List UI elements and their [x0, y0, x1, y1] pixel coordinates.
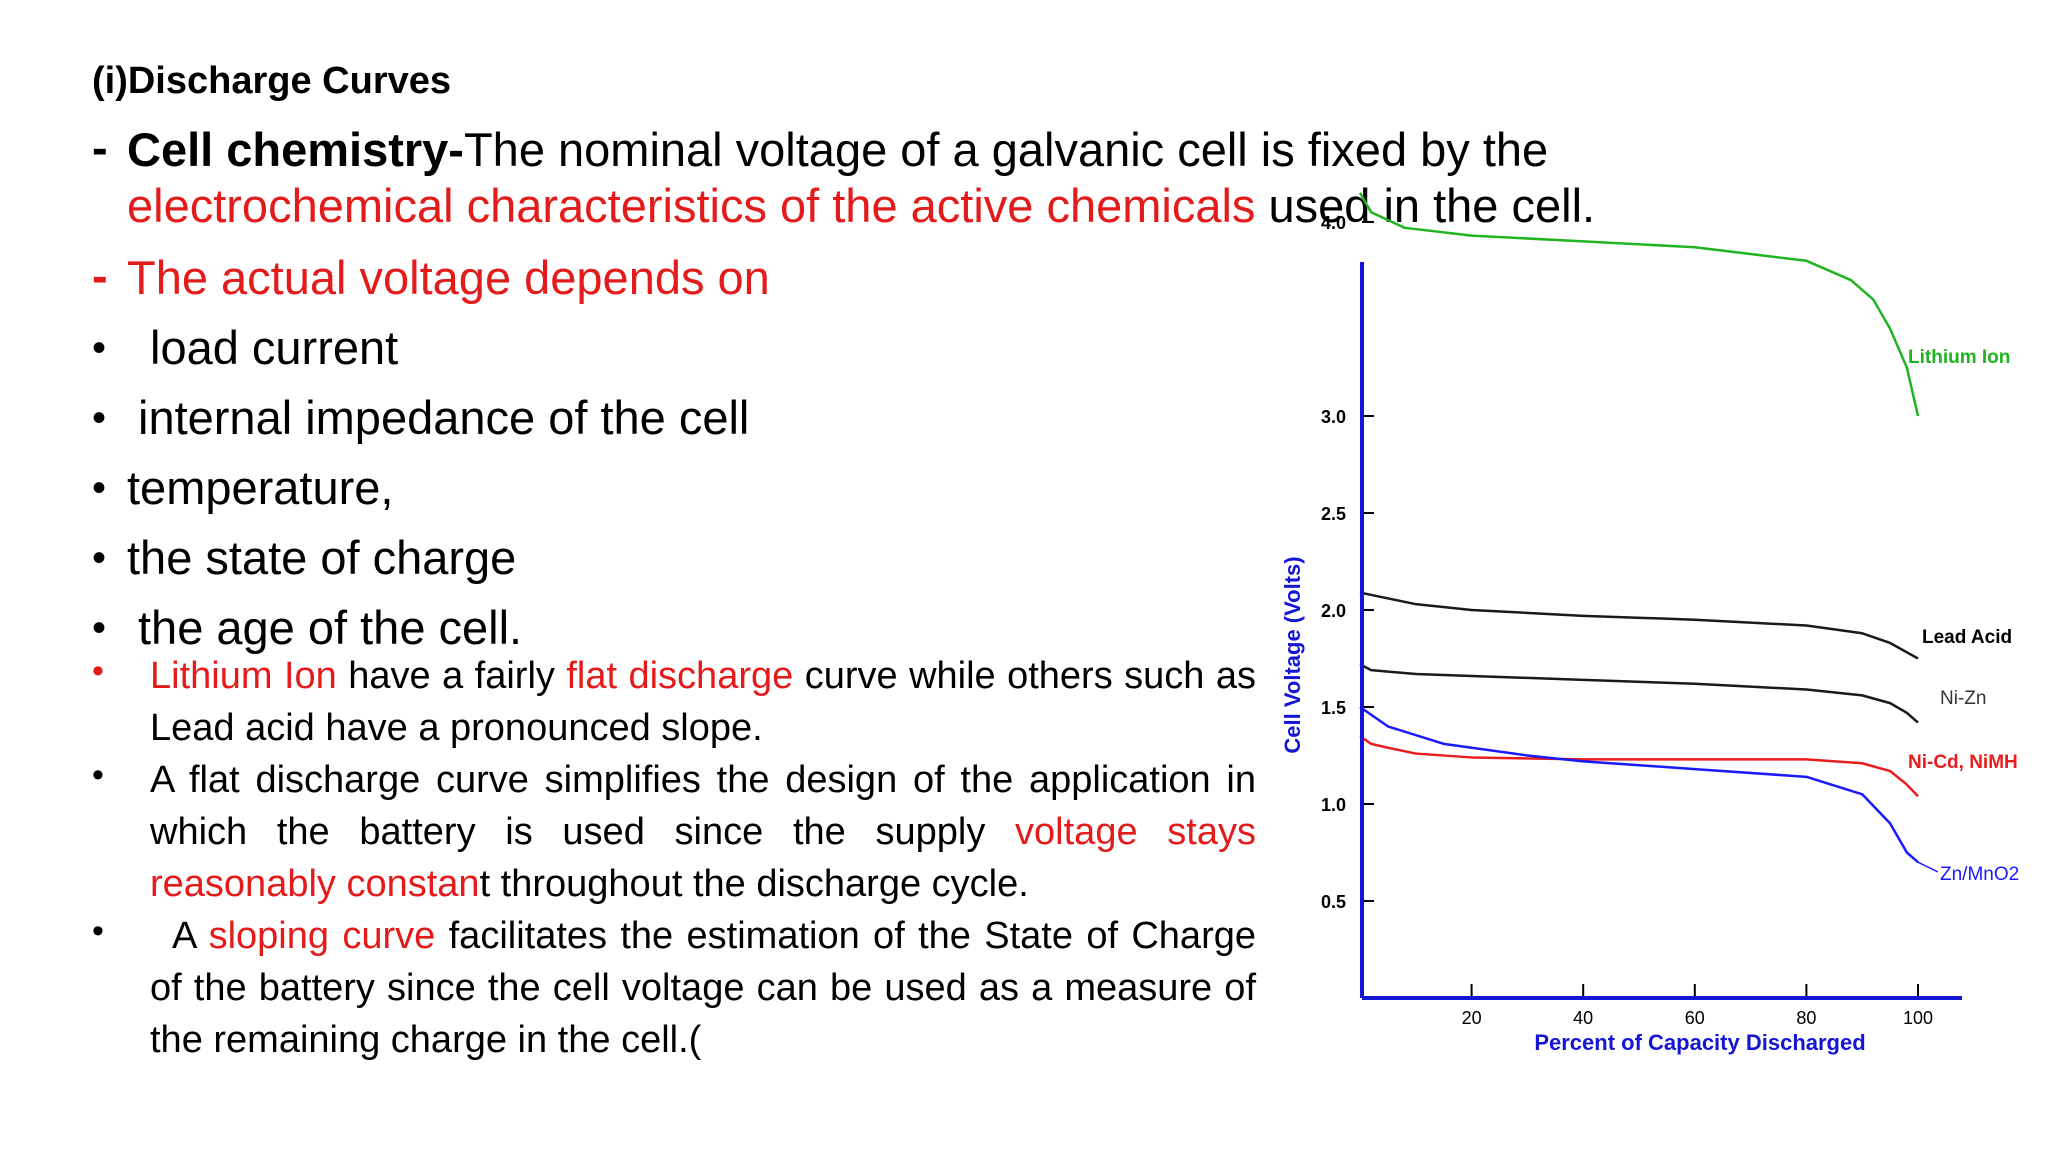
bullet-dot-red: • — [92, 652, 104, 690]
bullet-dot: • — [92, 756, 104, 794]
x-tick-label: 20 — [1462, 1008, 1482, 1028]
sloping-curve-highlight: sloping curve — [208, 915, 436, 957]
note-text: A flat discharge curve simplifies the de… — [150, 759, 1256, 853]
x-axis-label: Percent of Capacity Discharged — [1534, 1030, 1865, 1055]
factor-age: the age of the cell. — [138, 601, 523, 654]
y-tick-label: 4.0 — [1321, 213, 1346, 233]
cell-chemistry-tail: used in the cell. — [1255, 179, 1596, 232]
factor-load-current: load current — [150, 321, 399, 374]
bullet-dot: • — [92, 606, 107, 650]
bullet-dot: • — [92, 326, 107, 370]
y-tick-label: 1.5 — [1321, 698, 1346, 718]
series-line — [1359, 735, 1919, 798]
series-label: Zn/MnO2 — [1940, 864, 2019, 885]
cell-chemistry-line1: Cell chemistry-The nominal voltage of a … — [127, 122, 1548, 178]
y-tick-label: 2.5 — [1321, 504, 1346, 524]
bullet-dot: • — [92, 912, 104, 950]
voltage-stays-highlight: voltage stays reasonably constan — [150, 811, 1256, 905]
factor-state-of-charge: the state of charge — [127, 531, 517, 584]
cell-chemistry-label: Cell chemistry- — [127, 123, 464, 176]
series-line — [1358, 192, 1920, 417]
factor-temperature: temperature, — [127, 461, 394, 514]
note-text: facilitates the estimation of the State … — [150, 915, 1256, 1061]
x-tick-label: 40 — [1573, 1008, 1593, 1028]
lithium-ion-highlight: Lithium Ion — [150, 655, 337, 697]
y-axis-label: Cell Voltage (Volts) — [1280, 556, 1305, 753]
x-tick-label: 60 — [1685, 1008, 1705, 1028]
y-tick-label: 3.0 — [1321, 407, 1346, 427]
note-text: A — [172, 915, 209, 957]
series-label: Lead Acid — [1922, 627, 2012, 648]
dash-marker: - — [92, 121, 108, 174]
bullet-dot: • — [92, 466, 107, 510]
series-line — [1359, 705, 1919, 864]
series-line — [1359, 663, 1919, 724]
cell-chemistry-text: The nominal voltage of a galvanic cell i… — [463, 123, 1549, 176]
x-tick-label: 80 — [1796, 1008, 1816, 1028]
series-label: Ni-Cd, NiMH — [1908, 752, 2018, 773]
series-label: Ni-Zn — [1940, 688, 1986, 709]
actual-voltage-heading: The actual voltage depends on — [127, 251, 770, 304]
note-text: t throughout the discharge cycle. — [479, 863, 1029, 905]
label-leader — [1917, 861, 1939, 873]
note-lithium-flat: Lithium Ion have a fairly flat discharge… — [150, 650, 1256, 754]
x-tick-label: 100 — [1903, 1008, 1933, 1028]
note-sloping-curve: A sloping curve facilitates the estimati… — [150, 910, 1256, 1066]
bullet-dot: • — [92, 396, 107, 440]
series-label: Lithium Ion — [1908, 347, 2010, 368]
bullet-dot: • — [92, 536, 107, 580]
slide-title: (i)Discharge Curves — [92, 60, 452, 102]
note-text: have a fairly — [336, 655, 567, 697]
y-tick-label: 1.0 — [1321, 795, 1346, 815]
series-line — [1359, 591, 1919, 660]
y-tick-label: 2.0 — [1321, 601, 1346, 621]
factor-internal-impedance: internal impedance of the cell — [138, 391, 750, 444]
note-text: curve while others such as Lead acid hav… — [150, 655, 1257, 749]
flat-discharge-highlight: flat discharge — [566, 655, 794, 697]
dash-marker-red: - — [92, 249, 108, 302]
electrochemical-highlight: electrochemical characteristics of the a… — [127, 179, 1256, 232]
cell-chemistry-line2: electrochemical characteristics of the a… — [127, 178, 1595, 234]
y-tick-label: 0.5 — [1321, 892, 1346, 912]
note-flat-curve: A flat discharge curve simplifies the de… — [150, 754, 1256, 910]
